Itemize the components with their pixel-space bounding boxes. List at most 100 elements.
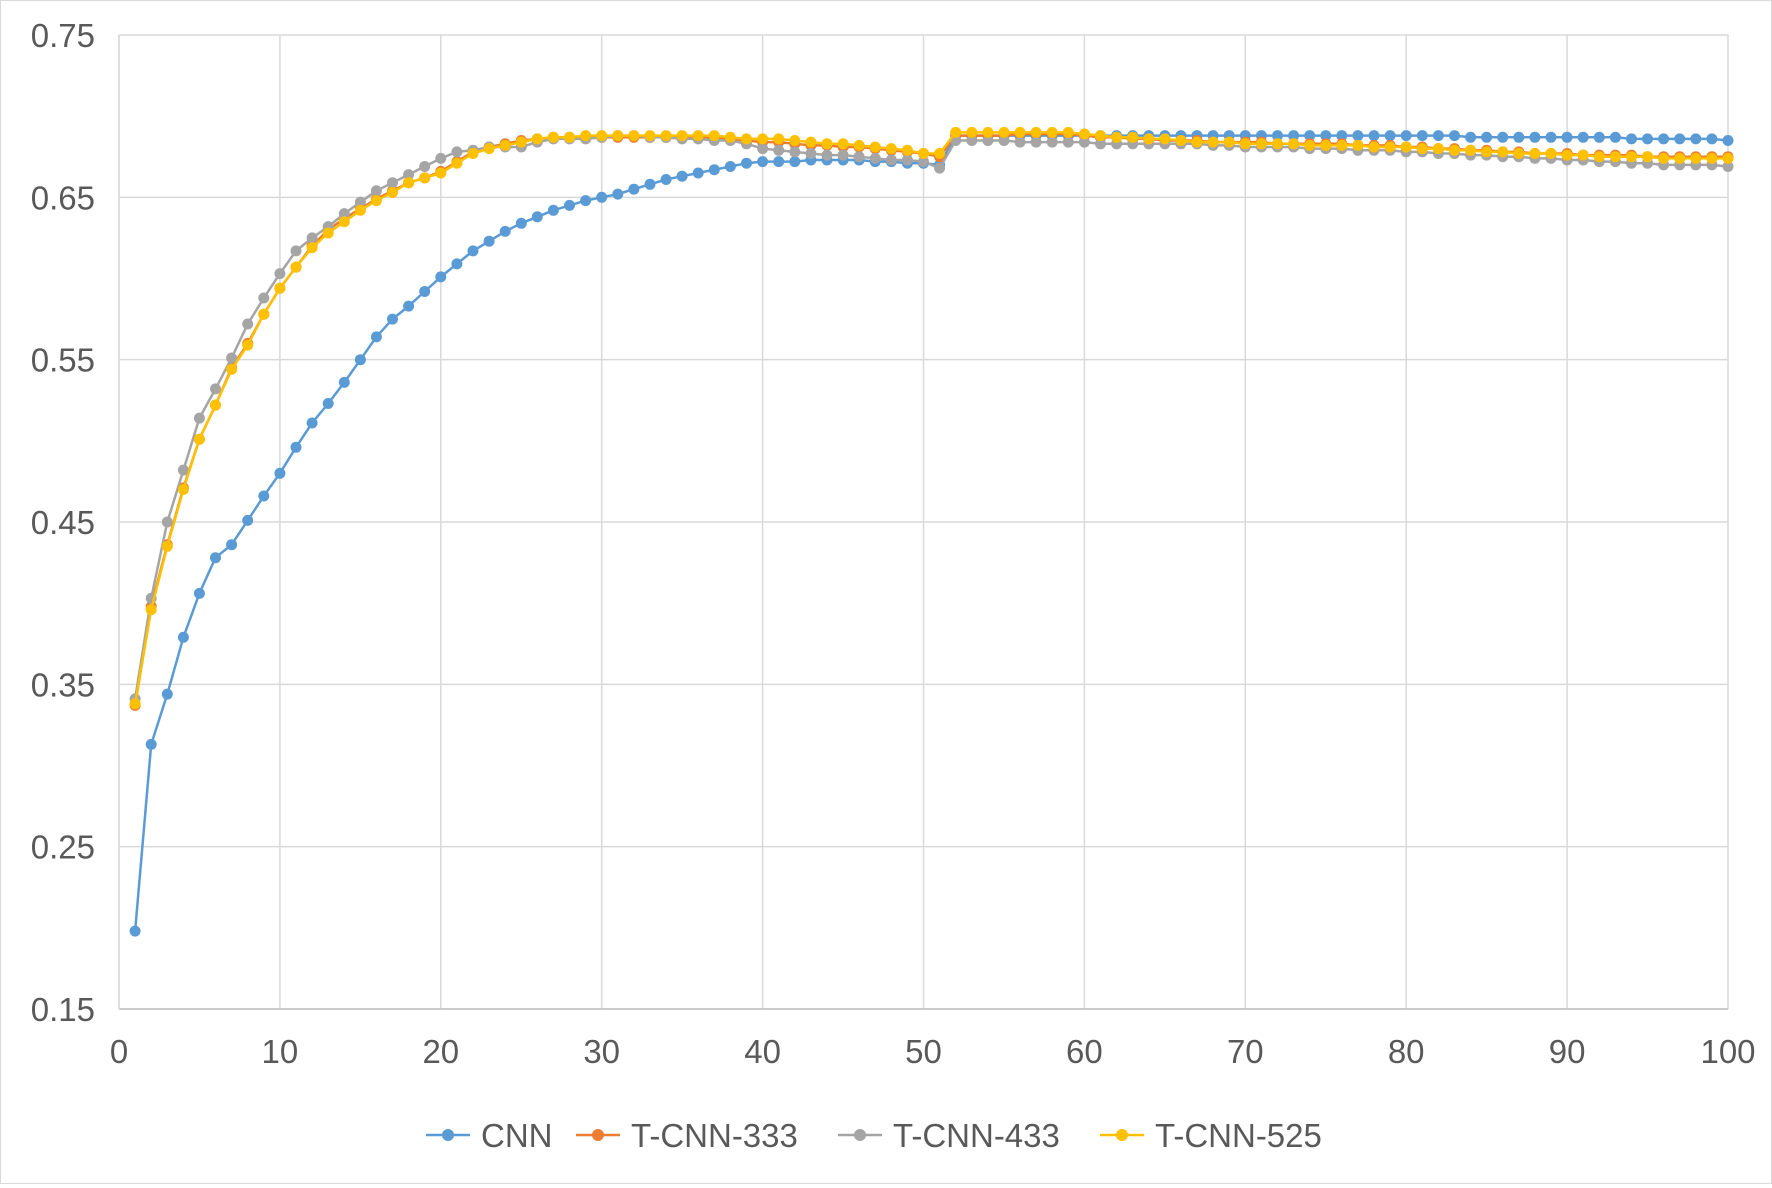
data-point [1030, 126, 1042, 138]
data-point [161, 688, 173, 700]
data-point [145, 738, 157, 750]
data-point [1609, 131, 1621, 143]
data-point [1400, 141, 1412, 153]
y-tick-label: 0.15 [31, 991, 95, 1028]
axes: 0.15 0.25 0.35 0.45 0.55 0.65 0.75 0 10 20 30 40 50 6… [31, 17, 1756, 1070]
data-point [306, 232, 318, 244]
data-point [676, 130, 688, 142]
data-point [1529, 131, 1541, 143]
data-point [1014, 126, 1026, 138]
data-point [370, 195, 382, 207]
data-point [193, 412, 205, 424]
data-point [435, 167, 447, 179]
data-point [1722, 135, 1734, 146]
data-point [853, 139, 865, 151]
data-point [1465, 144, 1477, 156]
data-point [901, 144, 913, 156]
data-point [193, 587, 205, 599]
data-point [757, 156, 769, 168]
data-point [918, 148, 929, 159]
data-point [966, 126, 978, 138]
data-point [354, 354, 366, 366]
data-point [1127, 131, 1139, 143]
data-point [1706, 152, 1718, 164]
data-point [483, 143, 495, 155]
data-point [708, 164, 720, 176]
data-point [354, 204, 366, 216]
data-point [306, 417, 318, 429]
legend-entry: T-CNN-525 [1100, 1117, 1322, 1154]
data-point [226, 539, 238, 551]
data-point [596, 130, 608, 142]
data-point [210, 552, 221, 564]
data-point [628, 130, 640, 142]
y-tick-label: 0.35 [31, 666, 95, 703]
data-point [1432, 130, 1444, 142]
data-point [242, 514, 254, 526]
data-point [1207, 136, 1219, 148]
data-point [1626, 151, 1637, 163]
data-point [708, 130, 720, 142]
data-point [387, 177, 398, 189]
data-point [547, 131, 559, 143]
data-point [210, 383, 221, 395]
data-point [580, 195, 592, 207]
data-point [338, 208, 350, 220]
data-point [1272, 138, 1283, 150]
data-point [1577, 131, 1589, 143]
data-point [660, 130, 672, 142]
data-point [226, 352, 238, 364]
data-point [1561, 149, 1573, 161]
data-point [869, 152, 881, 164]
series-t-cnn-525 [129, 126, 1734, 710]
data-point [1368, 130, 1380, 142]
data-point [338, 216, 350, 228]
data-point [258, 292, 270, 304]
data-point [1336, 130, 1348, 142]
data-point [1159, 133, 1171, 145]
data-point [322, 398, 334, 409]
data-point [129, 925, 141, 937]
data-point [757, 143, 769, 155]
data-point [161, 540, 173, 552]
data-point [1497, 131, 1509, 143]
legend-label: CNN [481, 1117, 553, 1154]
data-point [1304, 130, 1316, 142]
x-tick-label: 60 [1066, 1033, 1103, 1070]
data-point [676, 170, 688, 182]
data-point [467, 245, 479, 257]
data-point [210, 399, 221, 411]
data-point [467, 148, 479, 159]
data-point [1481, 146, 1493, 158]
data-point [1014, 136, 1026, 148]
data-point [934, 162, 946, 174]
data-point [1416, 130, 1428, 142]
data-point [612, 130, 624, 142]
legend: CNN T-CNN-333 T-CNN-433 T-CNN-525 [426, 1117, 1322, 1154]
data-point [1674, 152, 1686, 164]
data-point [1400, 130, 1412, 142]
data-point [547, 204, 559, 216]
data-point [1416, 143, 1428, 155]
data-point [1642, 133, 1653, 145]
data-point [773, 144, 785, 156]
data-point [242, 339, 254, 351]
data-point [1626, 133, 1637, 145]
data-point [419, 161, 431, 172]
data-point [290, 441, 302, 453]
data-point [1239, 138, 1251, 150]
data-point [1046, 136, 1058, 148]
data-point [982, 135, 994, 146]
data-point [1288, 138, 1300, 150]
data-point [387, 313, 398, 325]
legend-dot-marker [1116, 1129, 1128, 1141]
data-point [1449, 144, 1460, 156]
data-point [435, 271, 447, 283]
data-point [258, 490, 270, 502]
series-line [133, 131, 1728, 705]
data-point [789, 146, 801, 158]
data-point [1143, 133, 1155, 145]
data-point [1078, 128, 1090, 140]
data-point [1432, 143, 1444, 155]
